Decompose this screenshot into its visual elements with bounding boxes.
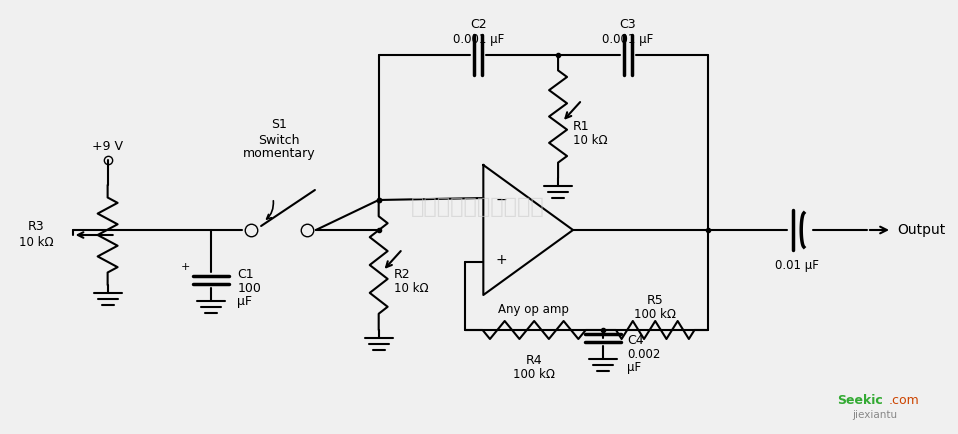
Text: −: − (495, 193, 507, 207)
Text: S1: S1 (271, 118, 287, 132)
Text: 杭州将睿科技有限公司: 杭州将睿科技有限公司 (410, 197, 544, 217)
Text: C2: C2 (470, 19, 487, 32)
Text: +9 V: +9 V (92, 141, 124, 154)
Text: R3: R3 (28, 220, 44, 233)
Text: jiexiantu: jiexiantu (852, 410, 898, 420)
Text: μF: μF (627, 362, 641, 375)
Text: 0.001 μF: 0.001 μF (603, 33, 653, 46)
Text: 10 kΩ: 10 kΩ (394, 283, 428, 296)
Text: 10 kΩ: 10 kΩ (18, 236, 54, 249)
Text: C4: C4 (627, 333, 644, 346)
Text: +: + (495, 253, 507, 267)
Text: 10 kΩ: 10 kΩ (573, 134, 607, 147)
Text: R2: R2 (394, 269, 410, 282)
Text: Any op amp: Any op amp (498, 303, 569, 316)
Text: Seekic: Seekic (837, 394, 883, 407)
Text: 0.002: 0.002 (627, 348, 660, 361)
Text: +: + (181, 262, 190, 272)
Text: R5: R5 (647, 293, 663, 306)
Text: C3: C3 (620, 19, 636, 32)
Text: Switch: Switch (259, 134, 300, 147)
Text: 100: 100 (238, 282, 262, 295)
Text: 0.01 μF: 0.01 μF (775, 259, 819, 272)
Text: 100 kΩ: 100 kΩ (513, 368, 555, 381)
Text: μF: μF (238, 296, 252, 309)
Text: C1: C1 (238, 269, 254, 282)
Text: .com: .com (889, 394, 920, 407)
Text: momentary: momentary (242, 148, 315, 161)
Text: R4: R4 (526, 354, 542, 366)
Text: 0.001 μF: 0.001 μF (453, 33, 504, 46)
Text: Output: Output (897, 223, 946, 237)
Text: 100 kΩ: 100 kΩ (634, 308, 675, 320)
Text: R1: R1 (573, 119, 589, 132)
